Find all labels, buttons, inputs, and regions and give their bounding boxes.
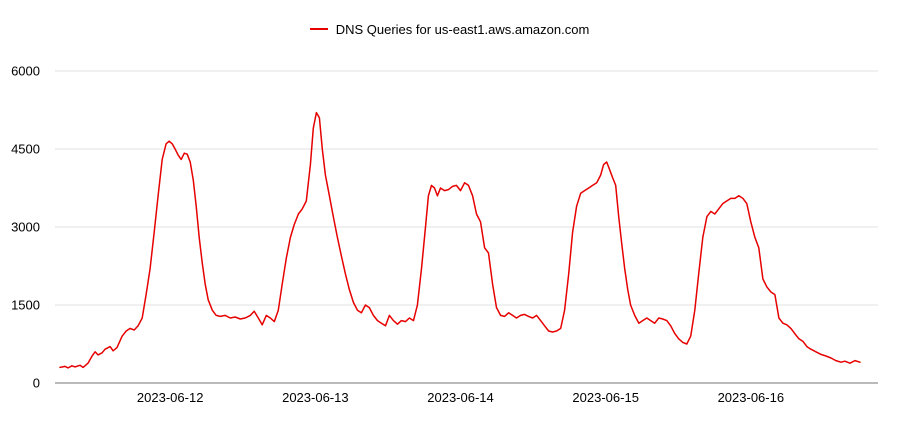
y-tick-label: 3000 [11, 220, 40, 235]
x-tick-label: 2023-06-12 [137, 390, 204, 405]
dns-queries-series-line [59, 111, 861, 369]
y-axis-labels: 0 1500 3000 4500 6000 [11, 64, 40, 391]
x-axis-labels: 2023-06-12 2023-06-13 2023-06-14 2023-06-15… [137, 390, 784, 405]
y-tick-label: 6000 [11, 64, 40, 79]
x-tick-label: 2023-06-16 [718, 390, 785, 405]
y-tick-label: 1500 [11, 298, 40, 313]
gridlines-layer [55, 70, 878, 384]
legend: DNS Queries for us-east1.aws.amazon.com [0, 21, 899, 37]
legend-label: DNS Queries for us-east1.aws.amazon.com [335, 21, 590, 37]
x-tick-label: 2023-06-15 [572, 390, 639, 405]
legend-line-swatch [309, 28, 328, 30]
series-layer [59, 111, 861, 369]
x-tick-label: 2023-06-13 [282, 390, 349, 405]
x-tick-label: 2023-06-14 [427, 390, 494, 405]
y-tick-label: 4500 [11, 142, 40, 157]
y-tick-label: 0 [33, 376, 40, 391]
